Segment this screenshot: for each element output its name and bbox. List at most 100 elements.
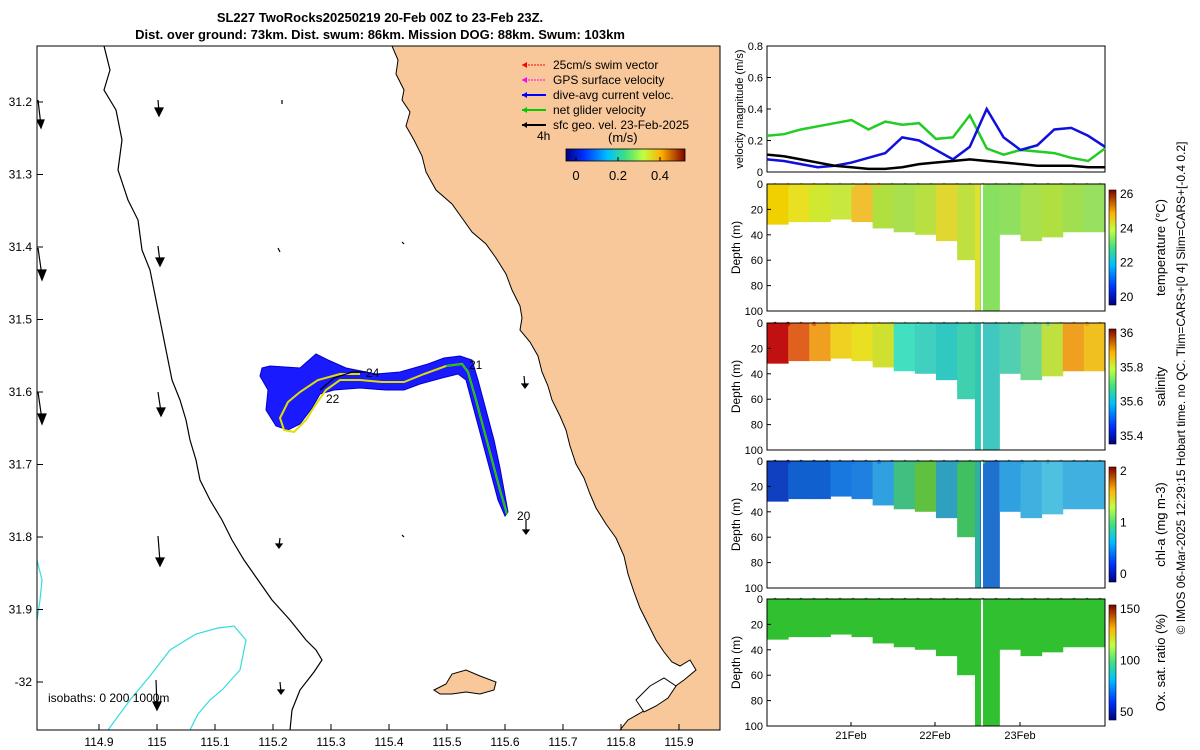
section-panel: 0 20 40 60 80 100 Depth (m) 26 24 22 20 temperature… [729,179,1168,318]
section-column [936,461,958,519]
colorbar-tick-label: 0 [1120,567,1127,581]
map-x-tick-label: 115 [147,735,166,749]
colorbar-label: salinity [1153,366,1168,406]
surface-dot [889,182,895,188]
velocity-y-tick-label: 0.6 [748,73,763,85]
section-column [851,599,874,638]
velocity-y-axis: 0 0.2 0.4 0.6 0.8 [748,41,771,179]
section-column [978,323,1000,450]
surface-dot [954,182,960,188]
surface-dot [902,597,908,603]
surface-dot [1006,321,1012,327]
legend-label: sfc geo. vel. 23-Feb-2025 [553,118,689,132]
section-column [872,599,895,644]
depth-tick-label: 80 [751,420,763,432]
surface-dot [850,321,856,327]
map-x-tick-label: 115.2 [258,735,287,749]
legend-arrowhead [522,107,527,113]
velocity-y-tick-label: 0.8 [748,41,763,53]
depth-tick-label: 0 [757,179,763,191]
depth-tick-label: 100 [745,583,763,595]
legend-label: net glider velocity [553,103,646,117]
section-column [809,599,831,638]
section-column [893,599,916,648]
colorbar-tick-label: 20 [1120,290,1134,304]
section-column [957,599,979,676]
depth-tick-label: 100 [745,721,763,733]
colorbar-tick-label: 2 [1120,464,1127,478]
colorbar-tick-label: 0 [572,168,579,183]
section-column [936,599,958,657]
section-column [1083,461,1106,510]
surface-dot [772,597,778,603]
section-panel: 0 20 40 60 80 100 Depth (m) 2 1 0 chl-a (mg m-3) [729,456,1168,595]
surface-dot [1084,597,1090,603]
net-velocity-track [445,363,508,515]
section-column [767,323,789,364]
surface-dot [1058,597,1064,603]
surface-dot [915,321,921,327]
map-x-tick-label: 115.9 [664,735,693,749]
colorbar-tick-label: 1 [1120,516,1127,530]
map-x-axis: 114.9 115 115.1 115.2 115.3 115.4 115.5 115.6 11… [84,724,694,749]
surface-dot [1032,182,1038,188]
colorbar-tick-label: 0.2 [609,168,627,183]
land-mass [391,46,720,730]
surface-dot [1071,182,1077,188]
velocity-series-line [766,112,1106,163]
surface-dot [798,597,804,603]
depth-tick-label: 60 [751,255,763,267]
surface-dot [824,597,830,603]
surface-dot [915,597,921,603]
surface-dot [941,182,947,188]
time-tick-label: 23Feb [1004,730,1035,742]
surface-dot [772,321,778,327]
surface-dot [1045,182,1051,188]
section-column [999,323,1021,374]
surface-dot [1006,597,1012,603]
surface-dot [824,321,830,327]
velocity-series-line [766,153,1105,171]
depth-tick-label: 60 [751,394,763,406]
surface-dot [993,182,999,188]
map-x-tick-label: 115.8 [606,735,635,749]
surface-dot [798,321,804,327]
sfc-track [319,371,368,391]
velocity-series [766,106,1106,171]
section-column [914,461,937,512]
section-column [936,323,958,381]
day-label: 22 [326,392,340,406]
section-column [1020,599,1043,657]
footer-credit: © IMOS 06-Mar-2025 12:29:15 Hobart time.… [1174,142,1188,635]
legend-arrowhead [522,77,527,83]
section-column [999,599,1021,650]
velocity-y-tick-label: 0 [757,167,763,179]
map-panel: 114.9 115 115.1 115.2 115.3 115.4 115.5 115.6 11… [9,45,721,749]
surface-dot [967,597,973,603]
section-column [788,599,810,638]
section-column [851,323,874,362]
surface-dot [1032,459,1038,465]
sfc-geo-velocity-arrows [37,99,531,712]
map-y-tick-label: 31.7 [9,458,33,472]
day-labels: 20 21 22 24 [326,358,531,523]
surface-dot [772,182,778,188]
data-gap [981,461,983,588]
surface-dot [1045,597,1051,603]
surface-dot [1071,597,1077,603]
surface-dot [863,597,869,603]
depth-tick-label: 60 [751,532,763,544]
surface-dot [1058,321,1064,327]
deep-dive-profile [975,599,980,726]
map-y-tick-label: 31.5 [9,313,33,327]
surface-dot [1006,459,1012,465]
chart-title-line1: SL227 TwoRocks20250219 20-Feb 00Z to 23-… [216,10,544,25]
surface-dot [876,321,882,327]
surface-dot [941,459,947,465]
velocity-y-tick-label: 0.4 [748,104,763,116]
surface-dot [837,459,843,465]
section-column [809,184,831,223]
depth-tick-label: 20 [751,481,763,493]
colorbar-label: (m/s) [608,130,638,145]
surface-dot [1097,459,1103,465]
